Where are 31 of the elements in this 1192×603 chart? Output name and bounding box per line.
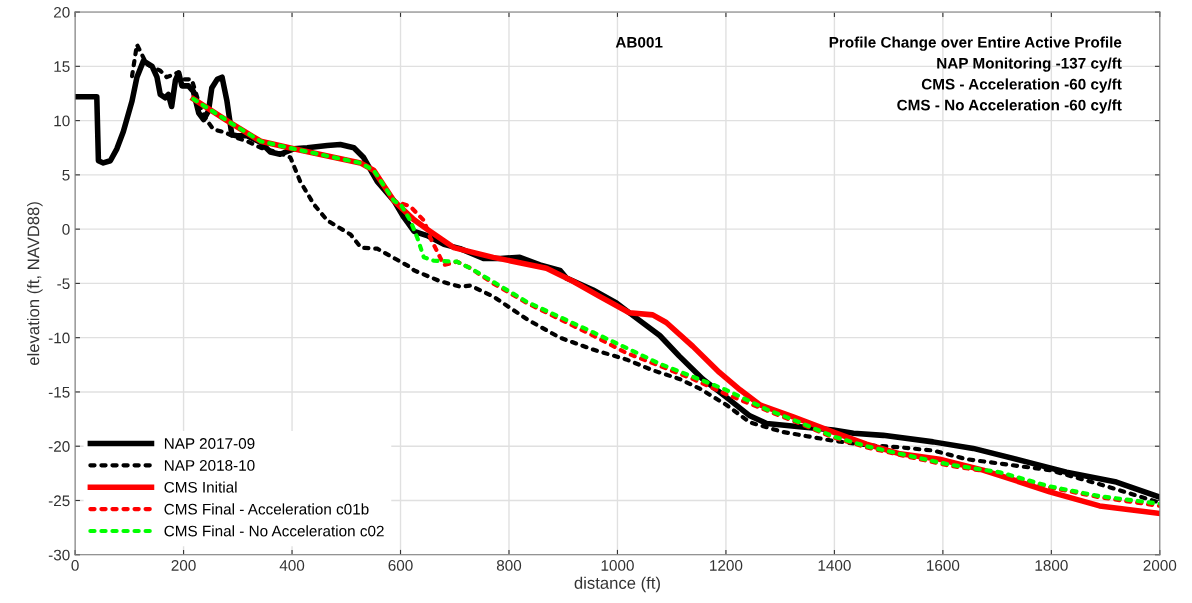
x-tick-label: 200 bbox=[171, 560, 196, 571]
x-tick-label: 800 bbox=[496, 560, 522, 571]
x-tick-label: 0 bbox=[71, 560, 79, 571]
x-tick-label: 1800 bbox=[1035, 560, 1068, 571]
legend-label: CMS Initial bbox=[164, 481, 237, 493]
y-tick-label: -20 bbox=[48, 441, 70, 452]
y-tick-label: -25 bbox=[48, 495, 70, 507]
y-tick-label: 5 bbox=[62, 169, 70, 181]
legend-label: NAP 2017-09 bbox=[164, 438, 255, 449]
x-tick-label: 400 bbox=[279, 560, 305, 571]
x-tick-label: 2000 bbox=[1143, 560, 1177, 571]
annotation: Profile Change over Entire Active Profile NAP Monitoring -137 cy/ft CMS - Acceleration -60 cy/ft CMS - No Acceleration -60 cy/ft bbox=[829, 36, 1122, 114]
y-axis-title: elevation (ft, NAVD88) bbox=[27, 202, 43, 365]
x-tick-label: 1600 bbox=[927, 560, 960, 571]
y-tick-label: -5 bbox=[57, 278, 70, 290]
x-tick-label: 1200 bbox=[710, 560, 743, 571]
x-tick-label: 600 bbox=[388, 560, 413, 571]
legend-label: CMS Final - No Acceleration c02 bbox=[164, 525, 384, 537]
x-tick-label: 1400 bbox=[818, 560, 851, 571]
y-tick-label: 0 bbox=[62, 224, 70, 235]
x-tick-label: 1000 bbox=[601, 560, 634, 571]
y-tick-label: 20 bbox=[54, 6, 70, 18]
y-tick-label: -15 bbox=[48, 386, 70, 398]
y-tick-label: 10 bbox=[54, 115, 70, 127]
y-tick-label: 15 bbox=[54, 61, 70, 73]
x-axis-title: distance (ft) bbox=[574, 576, 660, 593]
legend-label: CMS Final - Acceleration c01b bbox=[164, 503, 369, 515]
annotation: AB001 bbox=[615, 36, 663, 48]
legend-label: NAP 2018-10 bbox=[164, 460, 255, 471]
y-tick-label: -10 bbox=[48, 332, 70, 344]
y-tick-label: -30 bbox=[48, 549, 70, 561]
